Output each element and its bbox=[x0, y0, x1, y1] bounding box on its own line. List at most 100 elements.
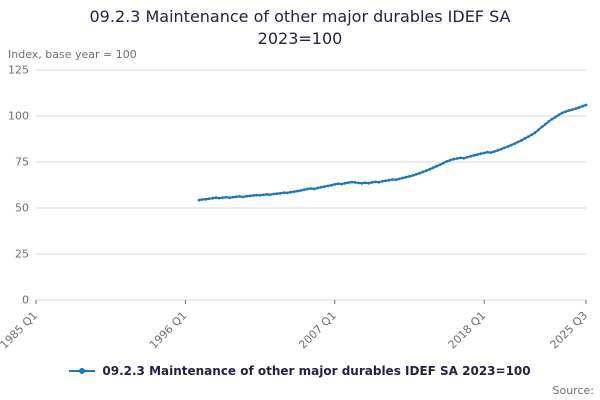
series-point bbox=[343, 181, 347, 185]
series-point bbox=[333, 183, 337, 186]
series-point bbox=[228, 196, 231, 200]
y-tick-label: 0 bbox=[22, 294, 29, 307]
series-point bbox=[503, 146, 506, 150]
series-point bbox=[241, 195, 245, 199]
series-point bbox=[370, 181, 374, 184]
series-point bbox=[224, 195, 228, 199]
y-axis-note: Index, base year = 100 bbox=[8, 48, 137, 61]
series-point bbox=[367, 181, 371, 185]
series-point bbox=[204, 197, 208, 201]
series-point bbox=[571, 108, 574, 111]
series-point bbox=[282, 191, 286, 195]
series-point bbox=[540, 125, 544, 129]
series-point bbox=[279, 191, 282, 195]
series-point bbox=[201, 198, 204, 201]
series-point bbox=[330, 183, 333, 187]
series-point bbox=[574, 107, 578, 110]
series-point bbox=[394, 178, 398, 182]
series-point bbox=[265, 193, 269, 196]
series-point bbox=[438, 163, 442, 167]
series-point bbox=[537, 128, 540, 132]
series-point bbox=[425, 169, 428, 172]
series-point bbox=[374, 180, 377, 184]
series-point bbox=[408, 175, 411, 178]
series-point bbox=[499, 147, 503, 151]
series-point bbox=[584, 103, 588, 107]
series-point bbox=[248, 194, 252, 198]
series-point bbox=[299, 189, 303, 192]
series-point bbox=[465, 155, 469, 159]
series-line bbox=[198, 104, 587, 202]
series-point bbox=[340, 182, 343, 186]
series-point bbox=[418, 171, 421, 175]
series-point bbox=[397, 177, 401, 181]
series-point bbox=[360, 181, 364, 185]
series-point bbox=[452, 157, 455, 161]
series-point bbox=[476, 153, 479, 156]
series-point bbox=[258, 193, 262, 197]
series-point bbox=[387, 178, 391, 182]
series-point bbox=[272, 192, 276, 196]
series-point bbox=[445, 160, 449, 163]
series-point bbox=[377, 180, 381, 184]
y-tick-label: 25 bbox=[15, 248, 29, 261]
series-point bbox=[231, 195, 235, 199]
series-point bbox=[506, 145, 510, 148]
series-point bbox=[316, 186, 320, 190]
x-tick-label: 1985 Q1 bbox=[0, 309, 40, 352]
series-point bbox=[442, 161, 445, 165]
x-tick-label: 2007 Q1 bbox=[296, 309, 339, 352]
series-point bbox=[530, 133, 534, 137]
series-point bbox=[547, 120, 551, 123]
series-point bbox=[560, 111, 564, 115]
series-point bbox=[309, 187, 313, 190]
series-point bbox=[238, 195, 242, 198]
series-point bbox=[292, 190, 296, 194]
series-point bbox=[251, 194, 255, 197]
series-point bbox=[523, 137, 527, 140]
y-tick-label: 75 bbox=[15, 156, 29, 169]
series-point bbox=[323, 185, 326, 188]
series-point bbox=[262, 193, 265, 197]
series-point bbox=[513, 142, 517, 145]
series-point bbox=[448, 158, 452, 162]
series-point bbox=[380, 179, 384, 183]
series-point bbox=[486, 150, 489, 154]
legend-line-marker-icon bbox=[69, 368, 96, 374]
series-point bbox=[384, 179, 388, 183]
series-point bbox=[428, 167, 432, 171]
series-point bbox=[357, 181, 360, 185]
series-point bbox=[346, 181, 350, 184]
series-point bbox=[414, 172, 418, 176]
series-point bbox=[462, 156, 466, 160]
series-point bbox=[543, 122, 547, 126]
series-point bbox=[197, 198, 201, 202]
line-chart: 0 25 50 75 100 125 1985 Q1 1996 Q1 2007 Q1 2018 Q… bbox=[0, 64, 590, 352]
series-point bbox=[520, 138, 523, 142]
series-point bbox=[289, 190, 292, 194]
series-point bbox=[479, 152, 483, 156]
series-point bbox=[564, 110, 567, 113]
series-point bbox=[214, 196, 218, 200]
series-point bbox=[319, 185, 323, 189]
series-point bbox=[268, 193, 272, 197]
series-point bbox=[492, 150, 496, 153]
series-point bbox=[431, 166, 435, 170]
series-point bbox=[211, 196, 214, 200]
series-point bbox=[469, 154, 472, 158]
series-point bbox=[482, 151, 486, 155]
legend-label: 09.2.3 Maintenance of other major durabl… bbox=[102, 364, 531, 378]
series-point bbox=[401, 176, 405, 180]
series-point bbox=[557, 113, 561, 117]
series-point bbox=[234, 195, 238, 199]
x-tick-label: 1996 Q1 bbox=[147, 309, 190, 352]
series-point bbox=[306, 187, 309, 191]
series-point bbox=[411, 174, 415, 177]
source-label: Source: bbox=[552, 384, 595, 397]
y-tick-label: 125 bbox=[8, 64, 29, 77]
series-point bbox=[302, 188, 306, 192]
series-point bbox=[275, 192, 279, 196]
series-point bbox=[472, 154, 476, 157]
series-point bbox=[391, 178, 394, 181]
